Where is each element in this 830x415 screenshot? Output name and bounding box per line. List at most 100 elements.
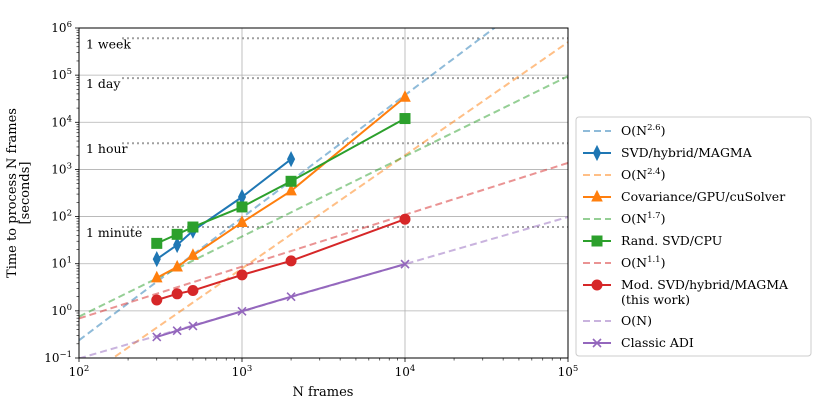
y-tick-label-exp: −1 [59, 350, 72, 360]
legend-label-close: ) [661, 167, 666, 182]
data-point-square [151, 237, 163, 249]
x-tick-label: 104 [395, 364, 416, 379]
legend-label-base: O(N [621, 211, 647, 226]
data-point-circle [187, 285, 199, 297]
data-point-diamond [152, 251, 161, 268]
legend-marker-diamond [592, 144, 602, 162]
data-point-square [187, 221, 199, 233]
legend-label-exp: 1.7 [647, 211, 661, 221]
plot-frame [78, 27, 569, 359]
y-tick-label-exp: 2 [67, 209, 72, 219]
legend-label-close: ) [661, 123, 666, 138]
legend-label-close: ) [661, 255, 666, 270]
y-tick-label-exp: 5 [67, 67, 72, 77]
legend-label: O(N1.7) [621, 211, 665, 226]
y-tick-label: 105 [51, 67, 72, 82]
legend-label-base: O(N [621, 313, 647, 328]
legend-marker-square [591, 235, 603, 247]
y-tick-label: 104 [51, 114, 72, 129]
data-point-circle [236, 269, 248, 281]
legend-label-line2: (this work) [621, 292, 690, 307]
legend-label: Mod. SVD/hybrid/MAGMA [621, 277, 789, 292]
data-point-x [237, 306, 247, 316]
legend-label: O(N1.1) [621, 255, 665, 270]
x-tick-label: 103 [232, 364, 253, 379]
legend-label: Rand. SVD/CPU [621, 233, 722, 248]
data-point-diamond [173, 236, 182, 254]
y-tick-label-base: 10 [51, 115, 66, 129]
legend-marker-triangle [591, 189, 603, 202]
legend-label: O(N2.6) [621, 123, 665, 138]
data-point-x [286, 292, 296, 302]
reference-lines [122, 37, 568, 229]
data-point-circle [285, 255, 297, 267]
y-axis-label: Time to process N frames [seconds] [5, 108, 33, 278]
y-tick-label: 101 [51, 256, 72, 271]
y-tick-label-base: 10 [51, 210, 66, 224]
legend-marker-x [592, 338, 602, 348]
y-tick-label: 106 [51, 20, 72, 35]
legend-box [575, 116, 812, 357]
data-point-square [171, 228, 183, 240]
legend-label-base: O(N [621, 255, 647, 270]
data-point-x [188, 321, 198, 331]
data-point-circle [151, 294, 163, 306]
legend-marker-circle [591, 279, 603, 291]
y-axis-label-line2: [seconds] [18, 162, 33, 225]
data-point-triangle [285, 183, 297, 196]
legend-label: O(N) [621, 313, 652, 328]
y-tick-label-exp: 6 [67, 20, 72, 30]
data-point-x [400, 259, 410, 269]
data-point-square [285, 175, 297, 187]
reference-label: 1 minute [86, 225, 142, 240]
trend-lines [79, 28, 568, 358]
y-tick-label-exp: 3 [67, 161, 72, 171]
reference-label: 1 hour [86, 141, 128, 156]
y-tick-label-base: 10 [51, 257, 66, 271]
legend-label-exp: 2.6 [647, 123, 661, 133]
x-tick-label-exp: 4 [410, 364, 415, 374]
y-tick-label: 103 [51, 161, 72, 176]
legend-label-exp: 2.4 [647, 167, 661, 177]
legend-label-close: ) [647, 313, 652, 328]
y-tick-label-base: 10 [51, 304, 66, 318]
data-point-triangle [171, 259, 183, 272]
y-tick-label-base: 10 [51, 162, 66, 176]
y-tick-label: 100 [51, 303, 72, 318]
trend-line [79, 28, 496, 342]
y-tick-label-base: 10 [51, 21, 66, 35]
data-point-circle [171, 288, 183, 300]
legend-label: SVD/hybrid/MAGMA [621, 145, 753, 160]
legend-label-close: ) [661, 211, 666, 226]
x-tick-label-base: 10 [395, 365, 410, 379]
legend-label-base: O(N [621, 123, 647, 138]
reference-label: 1 week [86, 36, 131, 51]
legend: O(N2.6)SVD/hybrid/MAGMAO(N2.4)Covariance… [575, 116, 812, 357]
legend-label: O(N2.4) [621, 167, 665, 182]
y-tick-label-exp: 1 [67, 256, 72, 266]
legend-label: Classic ADI [621, 335, 694, 350]
y-tick-label-base: 10 [44, 351, 59, 365]
y-axis-label-line1: Time to process N frames [5, 108, 20, 278]
data-series [150, 90, 411, 342]
y-tick-label: 10−1 [44, 350, 72, 365]
data-point-triangle [187, 248, 199, 260]
legend-label-exp: 1.1 [647, 255, 661, 265]
reference-labels: 1 week 1 day 1 hour 1 minute [86, 36, 142, 240]
x-tick-label-base: 10 [232, 365, 247, 379]
x-tick-label: 102 [69, 364, 90, 379]
x-tick-label: 105 [558, 364, 579, 379]
trend-line [111, 41, 568, 358]
y-tick-label: 102 [51, 209, 72, 224]
x-tick-label-base: 10 [558, 365, 573, 379]
legend-label-base: O(N [621, 167, 647, 182]
data-point-triangle [399, 90, 411, 102]
data-point-triangle [150, 270, 163, 283]
x-axis-label: N frames [293, 385, 354, 400]
data-point-x [152, 332, 162, 342]
data-point-square [236, 201, 248, 213]
legend-label: Covariance/GPU/cuSolver [621, 189, 785, 204]
data-point-circle [399, 213, 411, 225]
